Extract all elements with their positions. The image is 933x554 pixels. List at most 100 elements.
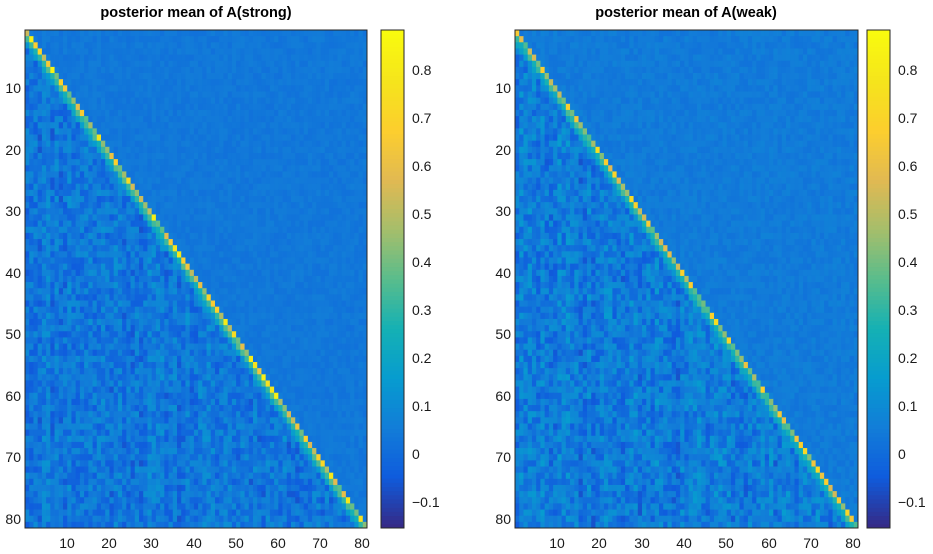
heatmap-cell	[324, 146, 330, 154]
heatmap-cell	[358, 318, 364, 326]
heatmap-cell	[122, 282, 127, 289]
heatmap-cell	[219, 42, 224, 49]
heatmap-cell	[206, 30, 212, 37]
heatmap-cell	[92, 171, 98, 178]
heatmap-cell	[240, 91, 245, 99]
heatmap-cell	[236, 275, 241, 283]
heatmap-cell	[240, 159, 245, 166]
heatmap-cell	[105, 79, 110, 86]
heatmap-cell	[37, 116, 43, 123]
heatmap-cell	[181, 66, 186, 74]
heatmap-cell	[109, 263, 115, 271]
heatmap-cell	[160, 288, 165, 295]
heatmap-cell	[63, 220, 68, 228]
heatmap-cell	[113, 386, 119, 394]
heatmap-cell	[236, 85, 241, 92]
heatmap-cell	[122, 140, 127, 148]
heatmap-cell	[265, 30, 271, 37]
heatmap-cell	[269, 128, 275, 135]
heatmap-cell	[354, 36, 359, 43]
heatmap-cell	[320, 85, 326, 92]
heatmap-cell	[25, 134, 30, 142]
heatmap-cell	[198, 386, 203, 394]
heatmap-cell	[215, 109, 220, 117]
heatmap-cell	[193, 282, 199, 289]
heatmap-cell	[337, 214, 343, 221]
heatmap-cell	[240, 325, 245, 332]
heatmap-cell	[25, 48, 30, 55]
heatmap-cell	[299, 331, 305, 338]
heatmap-cell	[358, 245, 364, 252]
heatmap-cell	[274, 300, 279, 308]
heatmap-cell	[257, 337, 262, 344]
heatmap-cell	[130, 226, 136, 234]
heatmap-cell	[160, 165, 165, 172]
heatmap-cell	[261, 294, 267, 301]
heatmap-cell	[101, 232, 106, 240]
heatmap-cell	[248, 79, 254, 86]
heatmap-cell	[316, 30, 321, 37]
heatmap-cell	[25, 103, 30, 111]
heatmap-cell	[257, 312, 262, 320]
heatmap-cell	[286, 177, 292, 185]
heatmap-cell	[151, 97, 157, 105]
heatmap-cell	[354, 60, 359, 68]
heatmap-cell	[105, 48, 110, 55]
heatmap-cell	[329, 202, 334, 209]
heatmap-cell	[164, 159, 169, 166]
heatmap-cell	[345, 337, 351, 344]
heatmap-cell	[189, 220, 195, 228]
heatmap-cell	[278, 251, 283, 258]
heatmap-cell	[269, 165, 275, 172]
heatmap-cell	[122, 177, 127, 185]
heatmap-cell	[291, 349, 296, 357]
heatmap-cell	[147, 288, 153, 295]
heatmap-cell	[92, 66, 98, 74]
heatmap-cell	[265, 239, 271, 246]
heatmap-cell	[253, 343, 258, 351]
heatmap-cell	[92, 257, 98, 265]
heatmap-cell	[84, 245, 89, 252]
heatmap-cell	[113, 54, 119, 62]
heatmap-cell	[147, 239, 153, 246]
heatmap-cell	[63, 275, 68, 283]
heatmap-cell	[147, 251, 153, 258]
heatmap-cell	[299, 165, 305, 172]
heatmap-cell	[274, 66, 279, 74]
heatmap-cell	[79, 362, 85, 369]
heatmap-cell	[139, 349, 144, 357]
heatmap-cell	[84, 312, 89, 320]
heatmap-cell	[29, 288, 34, 295]
heatmap-cell	[46, 374, 51, 381]
heatmap-cell	[244, 214, 250, 221]
heatmap-cell	[151, 103, 157, 111]
heatmap-cell	[67, 146, 72, 154]
heatmap-cell	[79, 325, 85, 332]
heatmap-cell	[202, 30, 207, 37]
heatmap-cell	[92, 146, 98, 154]
heatmap-cell	[223, 306, 229, 314]
heatmap-cell	[231, 392, 237, 400]
heatmap-cell	[54, 202, 60, 209]
heatmap-cell	[143, 300, 148, 308]
heatmap-cell	[291, 275, 296, 283]
heatmap-cell	[282, 189, 288, 197]
heatmap-cell	[54, 97, 60, 105]
heatmap-cell	[29, 208, 34, 215]
heatmap-cell	[84, 325, 89, 332]
heatmap-cell	[358, 275, 364, 283]
heatmap-cell	[84, 79, 89, 86]
heatmap-cell	[231, 331, 237, 338]
heatmap-cell	[253, 275, 258, 283]
heatmap-cell	[46, 54, 51, 62]
heatmap-cell	[358, 42, 364, 49]
heatmap-cell	[155, 226, 161, 234]
heatmap-cell	[286, 226, 292, 234]
heatmap-cell	[177, 79, 182, 86]
heatmap-cell	[329, 349, 334, 357]
heatmap-cell	[96, 251, 102, 258]
heatmap-cell	[219, 380, 224, 387]
heatmap-cell	[185, 116, 191, 123]
heatmap-cell	[236, 48, 241, 55]
heatmap-cell	[96, 263, 102, 271]
